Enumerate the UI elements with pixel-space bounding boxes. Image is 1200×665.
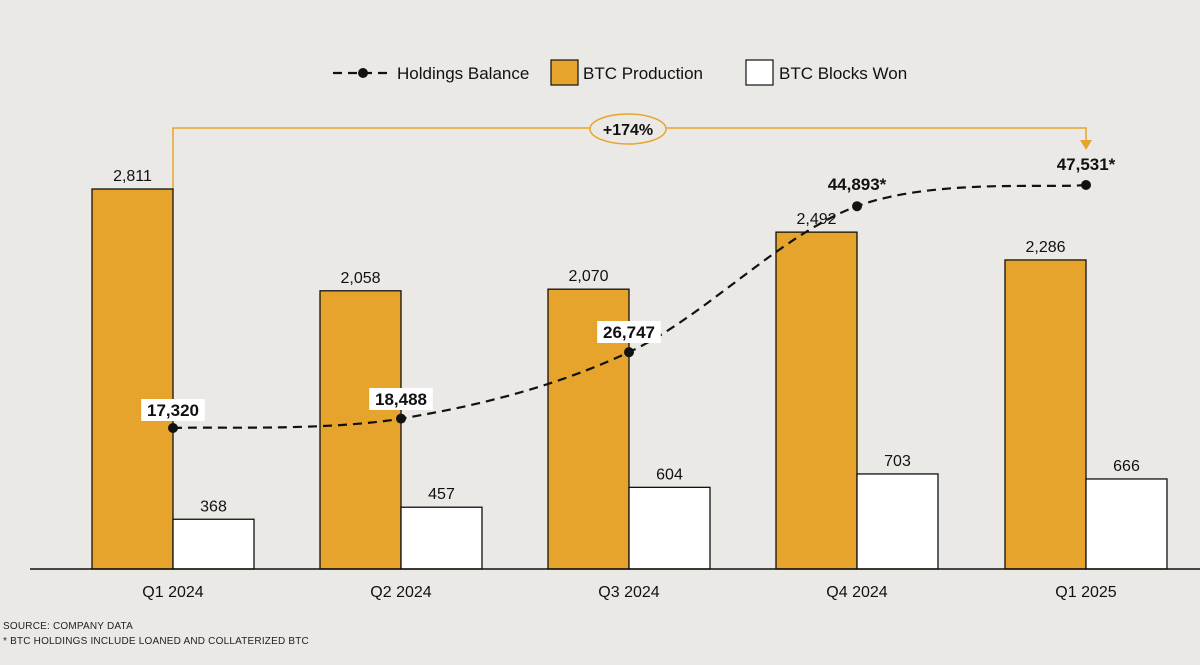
btc-blocks-won-label: 604 xyxy=(656,466,683,483)
x-tick-label: Q1 2024 xyxy=(142,584,203,601)
holdings-line-layer: 17,320 18,488 26,747 44,893* 47,531* xyxy=(141,155,1116,433)
growth-arrowhead xyxy=(1080,140,1092,150)
holdings-balance-point xyxy=(852,201,862,212)
holdings-balance-label: 47,531* xyxy=(1057,155,1116,174)
btc-blocks-won-label: 457 xyxy=(428,486,455,503)
x-tick-label: Q3 2024 xyxy=(598,584,659,601)
holdings-label-box xyxy=(141,399,205,421)
x-axis-tick-labels: Q1 2024 Q2 2024 Q3 2024 Q4 2024 Q1 2025 xyxy=(142,584,1116,601)
btc-production-label: 2,492 xyxy=(796,211,836,228)
bars-layer: 2,811 368 2,058 457 2,070 604 2,492 703 2,286 666 xyxy=(91,168,1168,570)
holdings-footnote: * BTC HOLDINGS INCLUDE LOANED AND COLLAT… xyxy=(3,636,309,647)
holdings-balance-label: 26,747 xyxy=(603,323,655,342)
btc-blocks-won-bar xyxy=(628,486,711,570)
legend-label-holdings: Holdings Balance xyxy=(397,64,529,83)
x-tick-label: Q4 2024 xyxy=(826,584,887,601)
btc-production-label: 2,070 xyxy=(568,268,608,285)
legend-production-swatch xyxy=(550,59,579,86)
holdings-label-box xyxy=(597,321,661,343)
btc-blocks-won-label: 666 xyxy=(1113,458,1140,475)
growth-badge xyxy=(589,113,667,145)
btc-blocks-won-bar xyxy=(172,518,255,570)
holdings-balance-label: 44,893* xyxy=(828,175,887,194)
btc-blocks-won-bar xyxy=(400,506,483,570)
growth-percentage: +174% xyxy=(603,122,653,139)
btc-blocks-won-bar xyxy=(1085,478,1168,570)
holdings-balance-point xyxy=(396,413,406,424)
btc-blocks-won-label: 703 xyxy=(884,453,911,470)
legend-label-production: BTC Production xyxy=(583,64,703,83)
btc-production-bar xyxy=(319,290,402,570)
btc-production-bar xyxy=(775,231,858,570)
x-tick-label: Q1 2025 xyxy=(1055,584,1116,601)
btc-production-bar xyxy=(1004,259,1087,570)
holdings-balance-label: 18,488 xyxy=(375,390,427,409)
legend-blocks-won-swatch xyxy=(745,59,774,86)
legend: Holdings Balance BTC Production BTC Blocks… xyxy=(333,59,907,86)
holdings-balance-label: 17,320 xyxy=(147,401,199,420)
btc-production-label: 2,811 xyxy=(113,168,152,185)
holdings-balance-point xyxy=(1081,180,1091,190)
holdings-label-box xyxy=(369,388,433,410)
source-note: SOURCE: COMPANY DATA xyxy=(3,621,133,632)
x-tick-label: Q2 2024 xyxy=(370,584,431,601)
btc-production-label: 2,058 xyxy=(340,270,380,287)
btc-production-label: 2,286 xyxy=(1025,239,1065,256)
legend-label-blocks-won: BTC Blocks Won xyxy=(779,64,907,83)
btc-blocks-won-bar xyxy=(856,473,939,570)
holdings-balance-point xyxy=(624,347,634,358)
legend-holdings-marker-icon xyxy=(358,68,368,78)
growth-annotation: +174% xyxy=(172,113,1092,189)
holdings-balance-point xyxy=(168,423,178,433)
btc-blocks-won-label: 368 xyxy=(200,498,227,515)
btc-production-bar xyxy=(91,188,174,570)
